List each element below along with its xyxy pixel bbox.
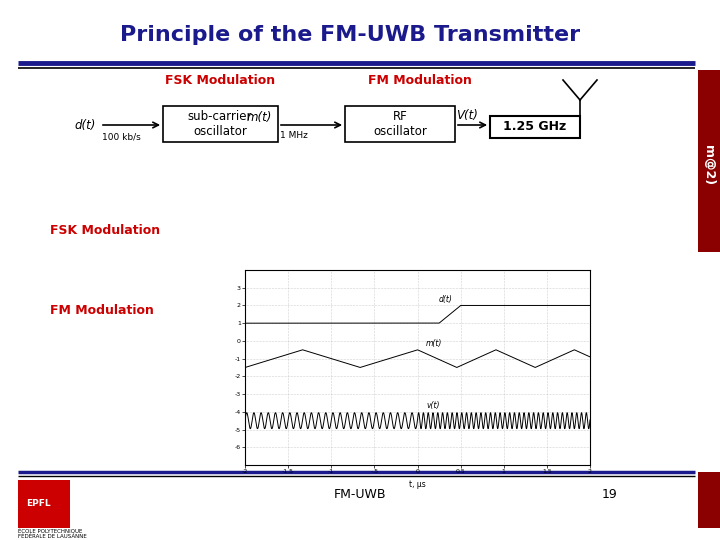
X-axis label: t, μs: t, μs: [409, 480, 426, 489]
FancyBboxPatch shape: [18, 480, 70, 528]
FancyBboxPatch shape: [698, 472, 720, 528]
Text: sub-carrier
oscillator: sub-carrier oscillator: [188, 110, 252, 138]
Text: v(t): v(t): [426, 401, 440, 410]
Text: m(t): m(t): [426, 339, 443, 348]
Text: EPFL: EPFL: [26, 500, 50, 509]
Text: FM-UWB: FM-UWB: [334, 489, 386, 502]
Text: m(t): m(t): [247, 111, 272, 125]
FancyBboxPatch shape: [163, 106, 278, 142]
Text: FSK Modulation: FSK Modulation: [50, 224, 160, 237]
Text: 1 MHz: 1 MHz: [280, 132, 308, 140]
Text: RF
oscillator: RF oscillator: [373, 110, 427, 138]
Text: FM Modulation: FM Modulation: [50, 303, 154, 316]
Text: 19: 19: [602, 489, 618, 502]
FancyBboxPatch shape: [490, 116, 580, 138]
Text: Principle of the FM-UWB Transmitter: Principle of the FM-UWB Transmitter: [120, 25, 580, 45]
Text: ÉCOLE POLYTECHNIQUE
FÉDÉRALE DE LAUSANNE: ÉCOLE POLYTECHNIQUE FÉDÉRALE DE LAUSANNE: [18, 528, 86, 539]
Text: 1.25 GHz: 1.25 GHz: [503, 120, 567, 133]
Text: d(t): d(t): [439, 295, 453, 304]
Text: FSK Modulation: FSK Modulation: [165, 73, 275, 86]
Text: d(t): d(t): [75, 118, 96, 132]
Text: V(t): V(t): [456, 110, 478, 123]
FancyBboxPatch shape: [698, 70, 720, 252]
Text: FM Modulation: FM Modulation: [368, 73, 472, 86]
Text: m@2): m@2): [703, 145, 716, 185]
FancyBboxPatch shape: [345, 106, 455, 142]
Text: 100 kb/s: 100 kb/s: [102, 132, 140, 141]
